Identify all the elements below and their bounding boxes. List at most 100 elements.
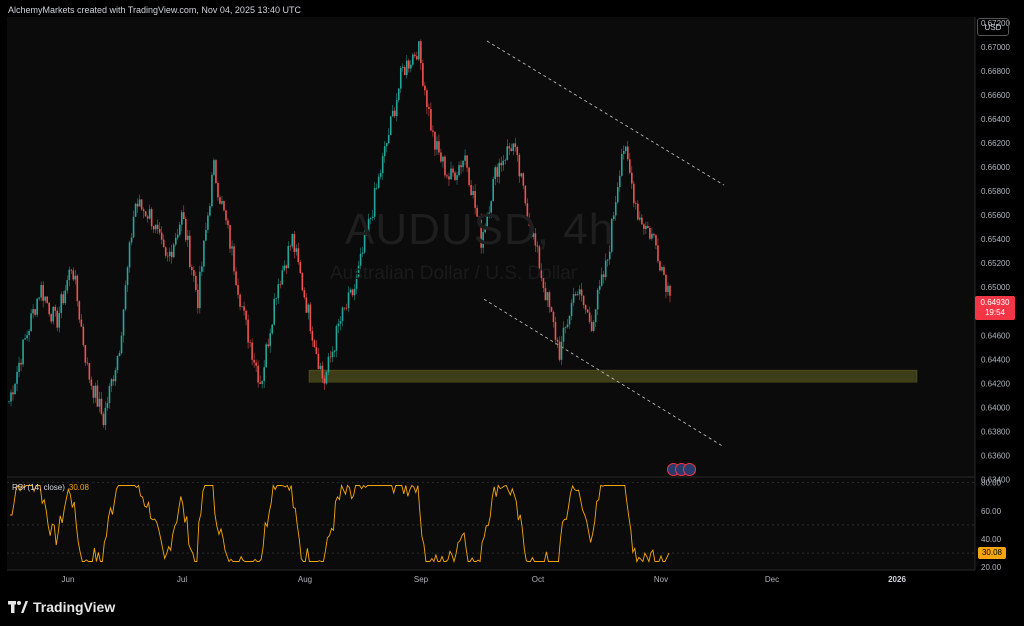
rsi-tick-label: 20.00 — [981, 563, 1002, 572]
candle — [263, 367, 265, 381]
candle — [160, 232, 163, 240]
price-tick-label: 0.64000 — [981, 403, 1010, 412]
price-tick-label: 0.63400 — [981, 475, 1010, 484]
candle — [600, 274, 603, 286]
channel-lower-line[interactable] — [483, 298, 723, 447]
candle — [187, 235, 189, 240]
rsi-axis[interactable]: 80.00 60.00 40.00 20.00 — [981, 479, 1002, 573]
symbol-watermark: AUDUSD, 4h — [345, 205, 615, 254]
candle — [570, 302, 573, 317]
candle — [299, 262, 302, 273]
candle — [311, 331, 314, 341]
currency-button[interactable]: USD — [977, 18, 1009, 36]
candle — [207, 215, 209, 230]
tradingview-logo[interactable]: TradingView — [8, 599, 115, 615]
candle — [217, 182, 219, 198]
candle — [144, 211, 147, 217]
candle — [313, 340, 316, 348]
candle — [231, 246, 233, 249]
candle — [627, 146, 629, 160]
candle — [438, 141, 440, 153]
candle — [341, 307, 344, 321]
candle — [383, 146, 386, 157]
candle — [100, 398, 103, 414]
candle — [604, 260, 607, 278]
candle — [108, 386, 111, 404]
candle — [90, 379, 93, 386]
candle — [393, 110, 396, 117]
candle — [434, 131, 436, 150]
candle — [126, 267, 129, 286]
candle — [526, 203, 529, 220]
candle — [389, 116, 392, 136]
price-tick-label: 0.65600 — [981, 211, 1010, 220]
us-flag-icon[interactable] — [683, 463, 696, 476]
candle — [492, 179, 494, 202]
price-pane[interactable] — [7, 17, 975, 477]
channel-upper-line[interactable] — [486, 40, 725, 186]
candles-series[interactable] — [8, 39, 671, 431]
candle — [659, 261, 661, 271]
candle — [178, 224, 181, 235]
candle — [66, 280, 69, 291]
candle — [12, 392, 14, 395]
candle — [606, 259, 609, 261]
candle — [303, 290, 306, 298]
candle — [580, 289, 583, 296]
candle — [128, 242, 131, 268]
candle — [371, 216, 374, 218]
candle — [56, 310, 59, 328]
candle — [166, 255, 169, 257]
rsi-line[interactable] — [9, 483, 670, 564]
candle — [249, 342, 251, 344]
candle — [520, 173, 523, 177]
candle — [508, 146, 511, 149]
support-zone[interactable] — [308, 369, 918, 383]
candle — [195, 275, 197, 290]
candle — [74, 275, 77, 280]
price-tick-label: 0.63800 — [981, 427, 1010, 436]
candle — [420, 41, 422, 64]
bar-countdown: 19:54 — [984, 308, 1006, 317]
candle — [647, 225, 649, 228]
candle — [180, 212, 183, 225]
candle — [377, 176, 380, 188]
candle — [564, 327, 567, 328]
candle — [436, 141, 438, 150]
candle — [255, 362, 257, 366]
price-axis[interactable]: 0.67200 0.67000 0.66800 0.66600 0.66400 0.662… — [981, 19, 1010, 484]
candle — [355, 276, 358, 289]
candle — [391, 110, 394, 117]
candle — [412, 54, 414, 65]
candle — [552, 311, 555, 323]
candle — [269, 333, 271, 347]
candle — [464, 155, 466, 161]
candle — [614, 202, 617, 216]
candle — [68, 269, 71, 281]
candle — [669, 285, 671, 296]
candle — [536, 245, 539, 247]
candle — [122, 309, 125, 336]
candle — [608, 251, 611, 260]
candle — [18, 362, 20, 372]
last-price-label[interactable]: 0.64930 19:54 — [975, 296, 1015, 320]
rsi-legend[interactable]: RSI (14, close) 30.08 — [12, 483, 89, 492]
candle — [602, 274, 605, 278]
candle — [92, 385, 95, 398]
candle — [317, 353, 320, 369]
rsi-value-label: 30.08 — [978, 547, 1006, 559]
candle — [510, 148, 513, 151]
candle — [321, 365, 324, 379]
candle — [64, 290, 67, 304]
candle — [524, 185, 527, 204]
price-tick-label: 0.67000 — [981, 43, 1010, 52]
candle — [8, 401, 10, 403]
candle — [138, 199, 141, 207]
candle — [164, 247, 167, 256]
time-axis[interactable]: Jun Jul Aug Sep Oct Nov Dec 2026 — [62, 575, 907, 584]
candle — [379, 173, 382, 177]
rsi-pane[interactable] — [7, 477, 975, 570]
candle — [528, 219, 531, 227]
candle — [562, 327, 565, 342]
